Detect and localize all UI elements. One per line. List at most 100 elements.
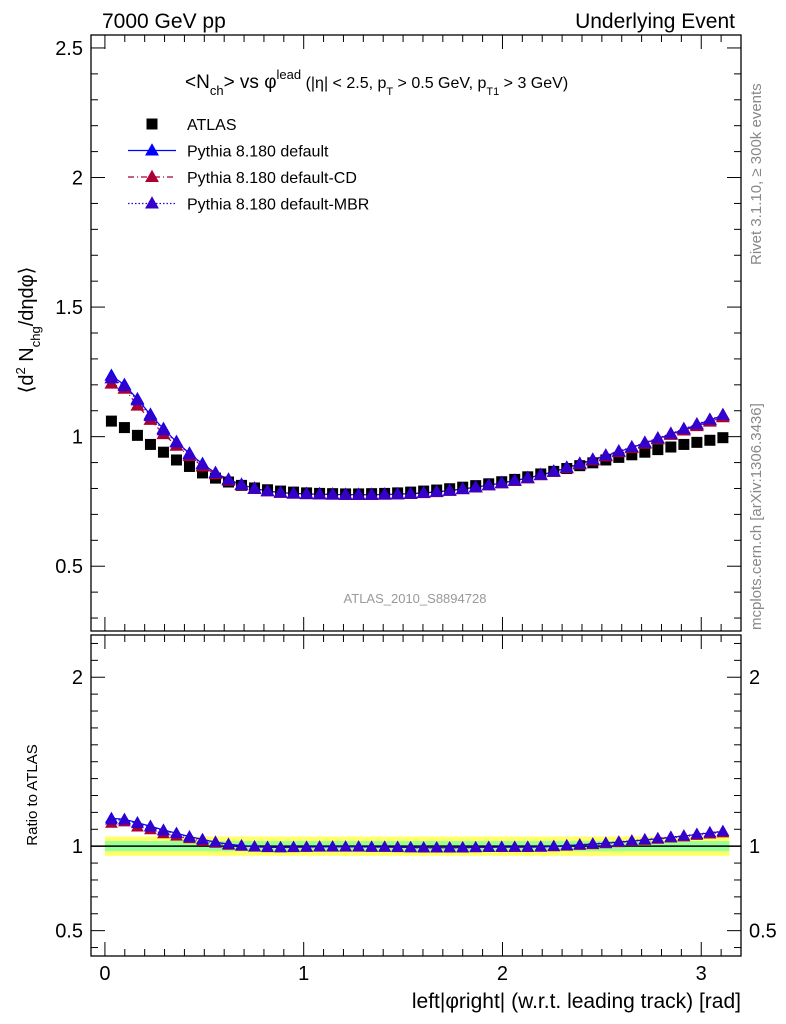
main-panel: 0.5 1 1.5 2 2.5 <Nch> vs φlead (|η| < 2.5, p…	[13, 34, 742, 632]
y-tick-label-right: 2	[749, 667, 760, 689]
ratio-axis-ticks: 0.5 0.5 1 1 2 2 0 1 2 3	[55, 635, 777, 985]
legend: ATLAS Pythia 8.180 default Pythia 8.180 de…	[128, 117, 369, 214]
ratio-data-marks	[105, 811, 730, 853]
ratio-point	[300, 840, 313, 852]
data-point	[520, 470, 535, 483]
y-tick-label-right: 0.5	[749, 921, 777, 943]
ratio-point	[612, 835, 626, 847]
ratio-panel: 0.5 0.5 1 1 2 2 0 1 2 3 Ratio to ATLAS	[24, 634, 777, 985]
legend-marker	[145, 143, 159, 156]
data-point	[598, 448, 613, 461]
y-tick-label: 2	[72, 168, 83, 190]
ratio-point	[443, 841, 457, 853]
data-point	[338, 487, 353, 500]
data-point	[131, 429, 143, 441]
data-point	[143, 408, 158, 421]
ratio-point	[131, 816, 144, 829]
ratio-ylabel: Ratio to ATLAS	[24, 744, 41, 845]
y-tick-label-right: 1	[749, 836, 760, 858]
data-point	[260, 483, 275, 497]
legend-label: Pythia 8.180 default	[187, 144, 329, 161]
data-point	[546, 464, 561, 477]
ratio-point	[118, 813, 131, 825]
ratio-point	[495, 840, 509, 852]
data-point	[299, 486, 314, 499]
data-point	[117, 378, 132, 392]
legend-marker	[146, 118, 158, 130]
ratio-point	[365, 840, 378, 852]
data-point	[273, 485, 288, 498]
legend-marker	[145, 196, 159, 209]
ratio-point	[417, 841, 431, 853]
data-point	[639, 446, 651, 458]
data-point	[624, 439, 639, 453]
y-tick-label: 1	[72, 427, 83, 449]
data-point	[364, 487, 379, 500]
data-point	[351, 487, 366, 500]
data-point	[481, 477, 496, 491]
data-point	[144, 438, 156, 450]
ratio-point	[703, 825, 717, 838]
ratio-point	[508, 840, 522, 852]
data-point	[247, 481, 262, 494]
main-axis-ticks: 0.5 1 1.5 2 2.5	[55, 35, 741, 631]
data-point	[221, 472, 236, 485]
data-point	[613, 451, 625, 463]
ratio-point	[339, 840, 352, 852]
x-tick-label: 2	[497, 963, 508, 985]
ratio-point	[391, 840, 405, 852]
legend-label: Pythia 8.180 default-CD	[187, 170, 357, 187]
ratio-point	[690, 827, 704, 839]
data-point	[118, 422, 130, 434]
ratio-point	[157, 824, 170, 836]
data-point	[676, 421, 691, 434]
data-point	[130, 393, 145, 406]
data-point	[652, 444, 664, 456]
x-axis-label: left|φright| (w.r.t. leading track) [rad…	[412, 990, 741, 1013]
ratio-point	[196, 833, 209, 845]
data-point	[678, 438, 690, 450]
ratio-point	[547, 839, 561, 851]
data-point	[626, 449, 638, 461]
data-point	[717, 432, 729, 444]
header-left: 7000 GeV pp	[102, 10, 226, 33]
data-point	[156, 422, 171, 436]
data-point	[572, 456, 587, 469]
data-point	[183, 460, 195, 472]
data-point	[559, 460, 574, 473]
data-point	[169, 435, 184, 448]
ratio-plot-area	[90, 634, 742, 957]
ratio-point	[144, 820, 157, 832]
legend-marker	[145, 169, 159, 183]
ratio-point	[651, 831, 665, 843]
ratio-point	[105, 813, 118, 825]
analysis-id: ATLAS_2010_S8894728	[344, 591, 487, 606]
y-tick-label: 2.5	[55, 38, 83, 60]
mcplots-label: mcplots.cern.ch [arXiv:1306.3436]	[748, 403, 765, 630]
data-point	[196, 467, 208, 479]
data-point	[611, 443, 626, 457]
data-point	[468, 479, 483, 493]
data-point	[182, 447, 197, 460]
x-tick-label: 1	[298, 963, 309, 985]
main-ylabel: ⟨d2 Nchg/dηdφ⟩	[13, 267, 43, 394]
ratio-point	[625, 834, 639, 846]
legend-label: Pythia 8.180 default-MBR	[187, 197, 369, 214]
data-point	[104, 371, 119, 384]
ratio-point	[469, 840, 483, 853]
y-tick-label: 0.5	[55, 556, 83, 578]
data-point	[105, 415, 117, 427]
ratio-point	[209, 835, 222, 847]
legend-label: ATLAS	[187, 117, 237, 134]
data-point	[715, 407, 730, 420]
data-point	[650, 431, 665, 444]
ratio-point	[222, 837, 235, 849]
x-tick-label: 0	[99, 963, 110, 985]
ratio-point	[456, 841, 470, 853]
ratio-point	[274, 840, 287, 853]
ratio-point	[287, 840, 300, 852]
data-point	[157, 446, 169, 458]
data-point	[665, 441, 677, 453]
ratio-point	[521, 840, 535, 852]
